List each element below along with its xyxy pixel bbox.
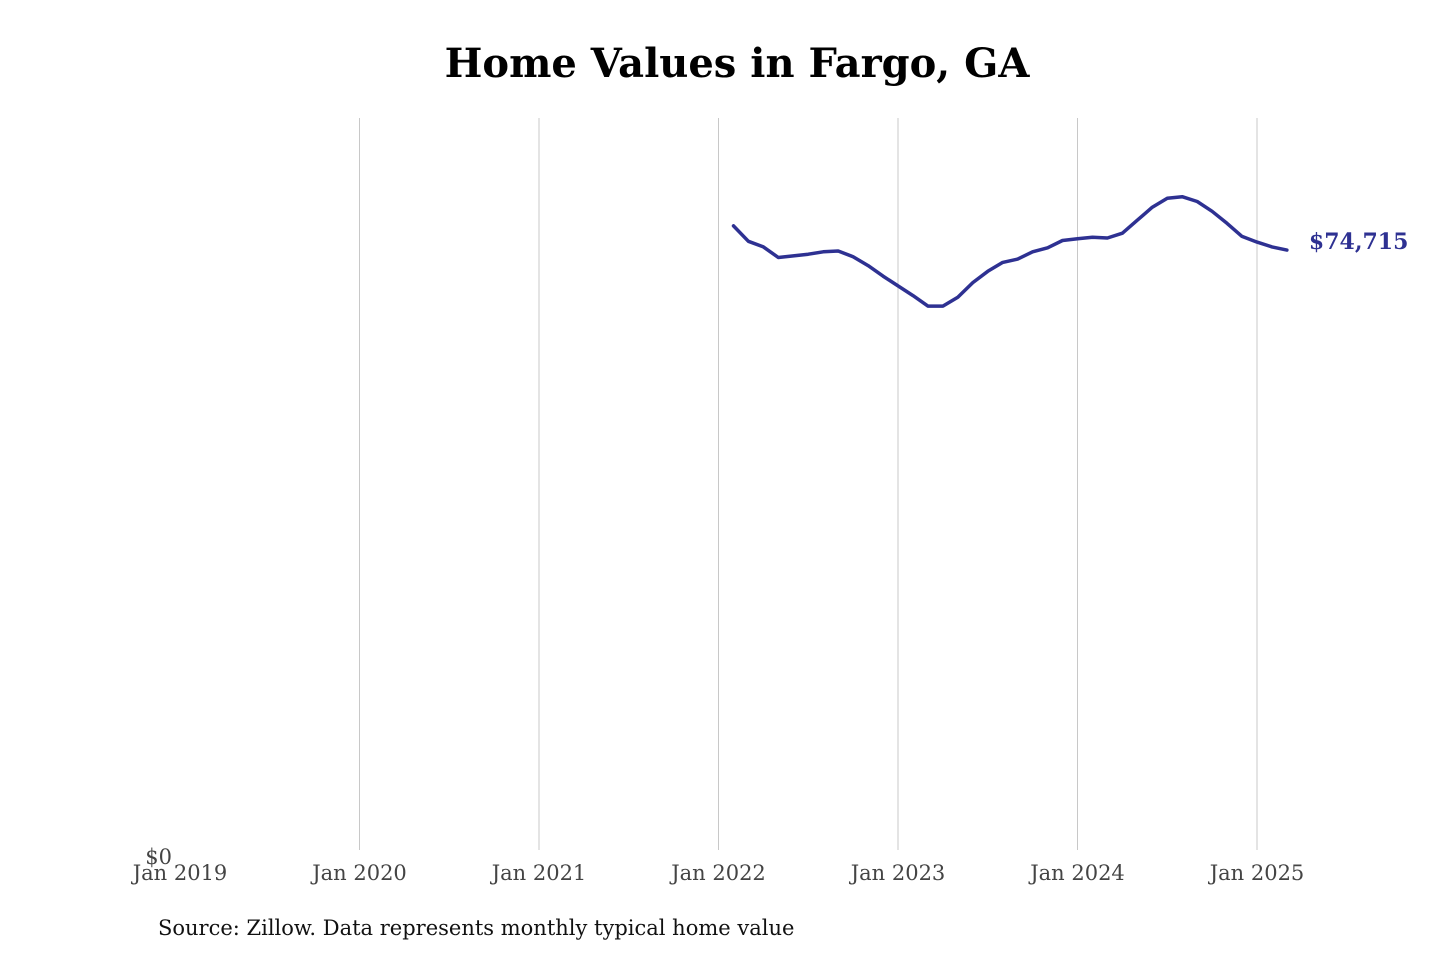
x-tick-label: Jan 2023 xyxy=(849,861,946,885)
source-note: Source: Zillow. Data represents monthly … xyxy=(158,916,795,940)
x-tick-label: Jan 2020 xyxy=(310,861,407,885)
x-tick-label: Jan 2024 xyxy=(1028,861,1125,885)
x-tick-label: Jan 2019 xyxy=(131,861,228,885)
x-tick-label: Jan 2025 xyxy=(1208,861,1305,885)
chart-title: Home Values in Fargo, GA xyxy=(444,40,1030,87)
x-tick-label: Jan 2022 xyxy=(669,861,766,885)
y-tick-label: $0 xyxy=(145,845,172,869)
x-tick-label: Jan 2021 xyxy=(490,861,587,885)
series-line xyxy=(731,194,1289,308)
end-value-label: $74,715 xyxy=(1309,229,1409,255)
